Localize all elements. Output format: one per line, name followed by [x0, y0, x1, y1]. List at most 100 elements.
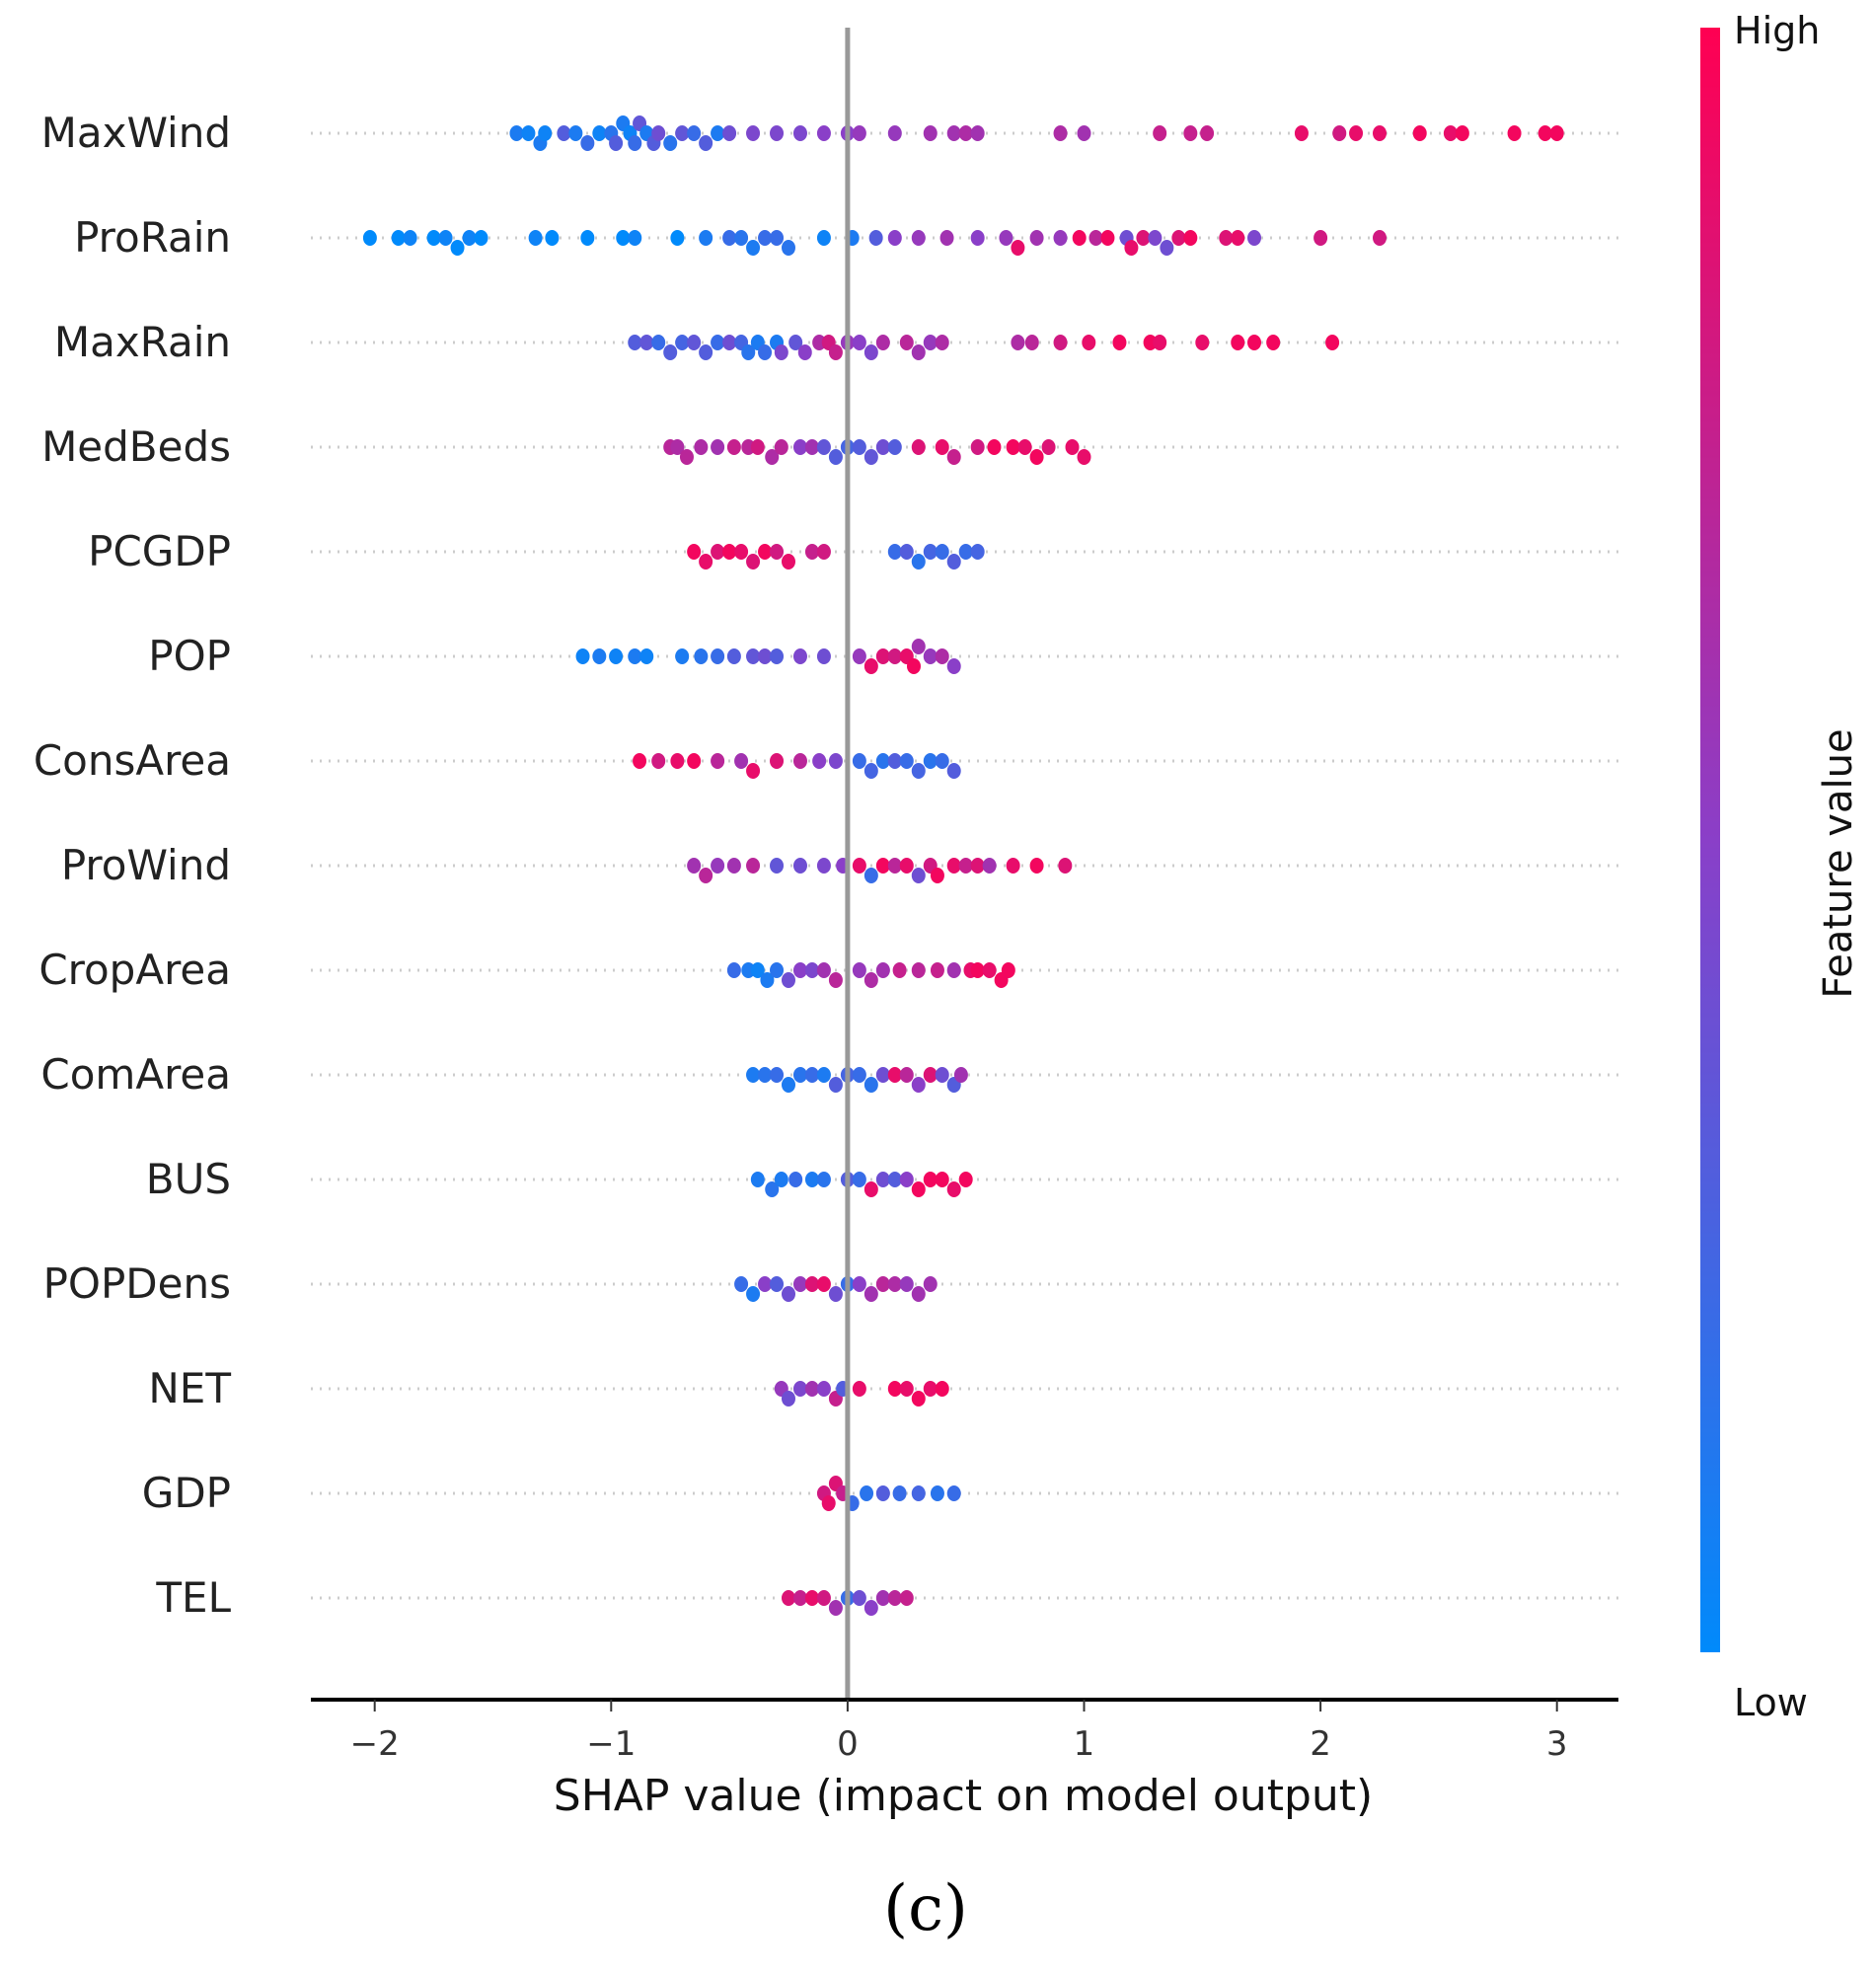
shap-point: [750, 439, 765, 455]
shap-point: [816, 1172, 831, 1187]
shap-point: [923, 335, 938, 350]
feature-label: POP: [148, 632, 231, 680]
shap-point: [1024, 335, 1039, 350]
shap-point: [792, 125, 807, 141]
shap-point: [911, 1077, 926, 1093]
shap-point: [1231, 335, 1245, 350]
shap-point: [816, 858, 831, 874]
shap-point: [887, 753, 902, 769]
shap-point: [953, 1067, 968, 1083]
shap-point: [746, 858, 761, 874]
shap-point: [568, 125, 583, 141]
shap-point: [781, 554, 795, 570]
x-tick-label: 1: [1074, 1724, 1095, 1764]
shap-point: [923, 544, 938, 560]
shap-point: [770, 648, 785, 664]
shap-point: [746, 1286, 761, 1302]
shap-point: [734, 753, 749, 769]
shap-point: [741, 439, 756, 455]
shap-point: [1247, 335, 1262, 350]
shap-point: [982, 858, 997, 874]
shap-point: [1143, 335, 1158, 350]
shap-point: [816, 1381, 831, 1397]
shap-point: [670, 753, 685, 769]
shap-point: [699, 554, 713, 570]
shap-point: [1100, 230, 1115, 246]
shap-point: [675, 125, 690, 141]
shap-point: [875, 1590, 890, 1606]
shap-point: [911, 439, 926, 455]
shap-point: [639, 648, 654, 664]
shap-point: [797, 344, 812, 360]
shap-point: [1171, 230, 1186, 246]
shap-point: [687, 753, 702, 769]
shap-point: [970, 230, 985, 246]
shap-point: [1247, 230, 1262, 246]
shap-point: [923, 1067, 938, 1083]
shap-point: [792, 1590, 807, 1606]
shap-point: [906, 658, 921, 674]
shap-point: [770, 544, 785, 560]
shap-point: [750, 962, 765, 978]
shap-point: [852, 962, 866, 978]
shap-point: [1455, 125, 1469, 141]
shap-point: [1183, 125, 1198, 141]
shap-point: [892, 962, 907, 978]
shap-point: [781, 1391, 795, 1407]
shap-point: [509, 125, 524, 141]
shap-point: [633, 753, 647, 769]
shap-point: [1219, 230, 1234, 246]
shap-point: [935, 544, 949, 560]
shap-point: [1006, 439, 1020, 455]
shap-point: [1200, 125, 1215, 141]
shap-point: [711, 335, 725, 350]
shap-point: [863, 868, 878, 883]
shap-point: [892, 1485, 907, 1501]
shap-point: [852, 125, 866, 141]
shap-point: [651, 335, 666, 350]
shap-point: [970, 125, 985, 141]
shap-point: [711, 858, 725, 874]
shap-point: [816, 544, 831, 560]
shap-point: [663, 135, 678, 151]
shap-point: [804, 1381, 819, 1397]
shap-point: [403, 230, 417, 246]
shap-point: [816, 962, 831, 978]
shap-point: [863, 658, 878, 674]
colorbar-high-label: High: [1734, 9, 1820, 52]
shap-point: [592, 125, 607, 141]
x-tick-label: −2: [350, 1724, 400, 1764]
shap-point: [792, 962, 807, 978]
shap-point: [426, 230, 441, 246]
shap-point: [699, 344, 713, 360]
shap-point: [852, 648, 866, 664]
shap-point: [899, 1276, 914, 1292]
shap-point: [946, 763, 961, 779]
shap-point: [438, 230, 453, 246]
shap-point: [923, 753, 938, 769]
shap-point: [970, 858, 985, 874]
shap-point: [722, 125, 737, 141]
shap-point: [1124, 240, 1139, 256]
feature-label: MedBeds: [41, 422, 231, 471]
shap-point: [852, 335, 866, 350]
shap-point: [852, 1381, 866, 1397]
shap-point: [788, 1172, 803, 1187]
shap-point: [781, 1286, 795, 1302]
shap-point: [887, 125, 902, 141]
shap-point: [628, 230, 642, 246]
shap-point: [828, 344, 843, 360]
shap-point: [804, 1276, 819, 1292]
figure-caption: (c): [883, 1872, 968, 1945]
colorbar-title: Feature value: [1816, 728, 1861, 998]
shap-point: [987, 439, 1002, 455]
shap-point: [639, 335, 654, 350]
shap-point: [828, 972, 843, 988]
shap-point: [1332, 125, 1347, 141]
shap-point: [651, 125, 666, 141]
shap-point: [726, 858, 741, 874]
shap-point: [930, 868, 944, 883]
shap-point: [1077, 125, 1091, 141]
shap-point: [887, 858, 902, 874]
